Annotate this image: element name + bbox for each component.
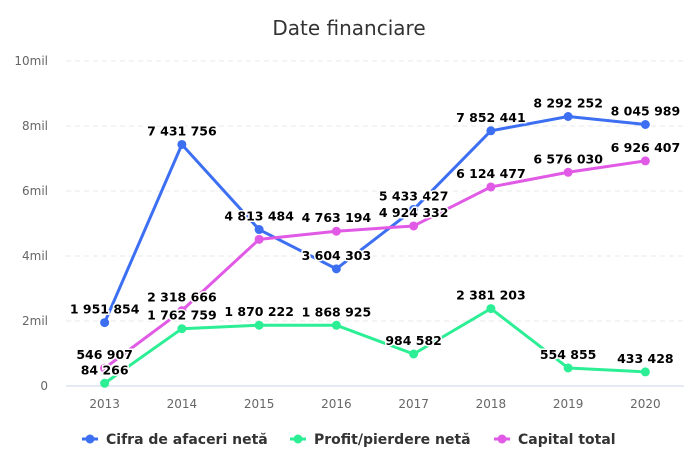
- y-tick-label: 6mil: [22, 184, 48, 198]
- series-line: [103, 115, 647, 325]
- legend-item[interactable]: Cifra de afaceri netă: [82, 432, 268, 448]
- data-point[interactable]: [563, 112, 573, 122]
- legend-label: Cifra de afaceri netă: [106, 432, 268, 448]
- data-point[interactable]: [177, 306, 187, 316]
- x-tick-label: 2015: [244, 397, 275, 411]
- legend-label: Capital total: [518, 432, 616, 448]
- data-label: 84 266: [81, 362, 129, 377]
- data-label: 433 428: [617, 351, 674, 366]
- data-label: 1 762 759: [147, 308, 217, 323]
- y-tick-label: 0: [40, 379, 48, 393]
- data-point[interactable]: [409, 349, 419, 359]
- y-axis: 0 2mil 4mil 6mil 8mil 10mil: [14, 54, 48, 393]
- data-point[interactable]: [177, 139, 187, 149]
- data-label: 6 926 407: [611, 140, 681, 155]
- y-tick-label: 8mil: [22, 119, 48, 133]
- data-labels: 1 951 854 7 431 756 4 813 484 3 604 303 5 43…: [68, 94, 681, 379]
- x-tick-label: 2014: [167, 397, 198, 411]
- x-tick-label: 2019: [553, 397, 584, 411]
- x-axis: 2013 2014 2015 2016 2017 2018 2019 2020: [66, 385, 684, 411]
- data-point[interactable]: [563, 167, 573, 177]
- data-label: 546 907: [76, 347, 133, 362]
- data-label: 8 292 252: [533, 96, 603, 111]
- x-tick-label: 2017: [398, 397, 429, 411]
- legend[interactable]: Cifra de afaceri netă Profit/pierdere net…: [82, 432, 616, 448]
- data-label: 2 381 203: [456, 288, 526, 303]
- data-label: 1 951 854: [70, 302, 140, 317]
- data-point[interactable]: [100, 378, 110, 388]
- data-point[interactable]: [254, 320, 264, 330]
- legend-item[interactable]: Profit/pierdere netă: [290, 432, 471, 448]
- legend-marker-icon: [85, 434, 95, 444]
- data-point[interactable]: [640, 156, 650, 166]
- data-point[interactable]: [254, 234, 264, 244]
- chart-title: Date financiare: [272, 16, 425, 40]
- data-label: 7 852 441: [456, 110, 526, 125]
- data-point[interactable]: [100, 318, 110, 328]
- series-1: [100, 304, 650, 388]
- data-point[interactable]: [331, 226, 341, 236]
- data-label: 7 431 756: [147, 123, 217, 138]
- data-point[interactable]: [331, 320, 341, 330]
- data-label: 5 433 427: [379, 188, 449, 203]
- series-line: [103, 307, 647, 385]
- data-point[interactable]: [254, 225, 264, 235]
- data-label: 984 582: [385, 333, 442, 348]
- y-tick-label: 10mil: [14, 54, 48, 68]
- data-label: 3 604 303: [302, 248, 372, 263]
- data-label: 4 763 194: [302, 210, 372, 225]
- data-label: 1 868 925: [302, 304, 372, 319]
- legend-item[interactable]: Capital total: [494, 432, 616, 448]
- x-tick-label: 2018: [476, 397, 507, 411]
- data-label: 4 813 484: [224, 209, 294, 224]
- data-point[interactable]: [486, 182, 496, 192]
- series-line: [103, 159, 647, 370]
- data-point[interactable]: [331, 264, 341, 274]
- series-2: [100, 156, 650, 373]
- grid-lines: [66, 60, 684, 322]
- legend-marker-icon: [293, 434, 303, 444]
- x-tick-label: 2016: [321, 397, 352, 411]
- data-label: 1 870 222: [224, 304, 294, 319]
- legend-marker-icon: [497, 434, 507, 444]
- data-point[interactable]: [409, 204, 419, 214]
- data-point[interactable]: [100, 363, 110, 373]
- data-point[interactable]: [486, 304, 496, 314]
- data-label: 554 855: [540, 347, 597, 362]
- data-label: 6 576 030: [533, 151, 603, 166]
- data-label: 8 045 989: [611, 104, 681, 119]
- data-point[interactable]: [409, 221, 419, 231]
- data-point[interactable]: [486, 126, 496, 136]
- data-label: 6 124 477: [456, 166, 526, 181]
- y-tick-label: 2mil: [22, 314, 48, 328]
- data-point[interactable]: [640, 120, 650, 130]
- x-tick-label: 2020: [630, 397, 661, 411]
- data-label: 4 924 332: [379, 205, 449, 220]
- legend-label: Profit/pierdere netă: [314, 432, 471, 448]
- data-point[interactable]: [177, 324, 187, 334]
- data-point[interactable]: [563, 363, 573, 373]
- y-tick-label: 4mil: [22, 249, 48, 263]
- series-group: [100, 112, 650, 388]
- data-label: 2 318 666: [147, 290, 217, 305]
- series-0: [100, 112, 650, 328]
- data-point[interactable]: [640, 367, 650, 377]
- x-tick-label: 2013: [89, 397, 120, 411]
